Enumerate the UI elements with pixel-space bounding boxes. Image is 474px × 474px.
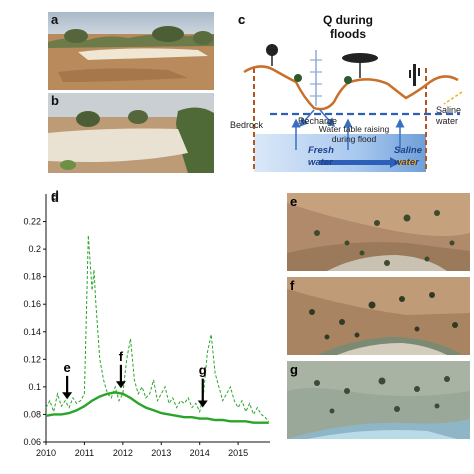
satellite-g-graphic bbox=[287, 361, 470, 439]
x-tick-label: 2011 bbox=[75, 448, 94, 458]
chart-series-layer bbox=[45, 235, 270, 424]
saline-inflow-arrow bbox=[443, 91, 463, 105]
shrub-icon bbox=[294, 74, 352, 84]
saline-label-line2: water bbox=[435, 116, 458, 126]
y-tick-label: 0.1 bbox=[28, 382, 41, 392]
annotation-label-e: e bbox=[64, 360, 71, 375]
ndvi-time-series-chart: d 0.06 0.08 0.1 0.12 0.14 0.16 0.18 0.2 0.22 2010 2… bbox=[23, 190, 270, 458]
saline-water-label-line1: Saline bbox=[394, 145, 423, 156]
x-tick-label: 2013 bbox=[151, 448, 171, 458]
y-tick-label: 0.18 bbox=[23, 272, 41, 282]
photo-flood-riverbed-b bbox=[48, 93, 214, 173]
fresh-flow-bar bbox=[320, 160, 390, 165]
panel-label-a-overlay: a bbox=[51, 12, 59, 27]
annotation-arrowhead bbox=[197, 400, 208, 408]
saline-label-line1: Saline bbox=[436, 105, 461, 115]
satellite-image-f bbox=[287, 277, 470, 355]
y-tick-label: 0.22 bbox=[23, 217, 41, 227]
series-line-dashed bbox=[45, 235, 270, 422]
chart-axes: d 0.06 0.08 0.1 0.12 0.14 0.16 0.18 0.2 0.22 2010 2… bbox=[23, 190, 270, 458]
fresh-water-label-line2: water bbox=[308, 157, 334, 168]
satellite-f-graphic bbox=[287, 277, 470, 355]
panel-label-c-diagram: c bbox=[238, 12, 245, 27]
annotation-arrowhead bbox=[115, 381, 126, 389]
photo-flood-riverbed-a bbox=[48, 12, 214, 90]
panel-label-g: g bbox=[290, 362, 298, 377]
recharge-label: Recharge bbox=[298, 116, 337, 126]
series-line-solid bbox=[45, 391, 269, 424]
x-tick-label: 2012 bbox=[113, 448, 133, 458]
fresh-water-label-line1: Fresh bbox=[308, 145, 334, 156]
y-tick-label: 0.14 bbox=[23, 327, 41, 337]
diagram-flood-recharge: c Q during floods Bedrock Recharge bbox=[230, 12, 463, 172]
y-tick-label: 0.16 bbox=[23, 299, 41, 309]
satellite-image-e bbox=[287, 193, 470, 271]
y-tick-label: 0.06 bbox=[23, 437, 41, 447]
panel-label-d: d bbox=[51, 188, 59, 203]
watertable-label-line1: Water table raising bbox=[319, 124, 390, 134]
saline-flow-bar bbox=[398, 160, 416, 165]
annotation-label-f: f bbox=[119, 349, 124, 364]
x-tick-label: 2015 bbox=[228, 448, 248, 458]
recharge-arrow-left bbox=[299, 109, 315, 128]
satellite-image-g bbox=[287, 361, 470, 439]
land-surface bbox=[243, 65, 459, 111]
x-tick-label: 2010 bbox=[36, 448, 56, 458]
panel-label-c: c bbox=[238, 12, 246, 27]
photo-a-graphic bbox=[48, 12, 214, 90]
tree-icon bbox=[266, 44, 278, 66]
annotation-arrowhead bbox=[62, 392, 73, 400]
y-tick-label: 0.2 bbox=[28, 244, 41, 254]
fresh-flow-arrowhead bbox=[390, 157, 400, 168]
photo-b-graphic bbox=[48, 93, 214, 173]
watertable-label-line2: during flood bbox=[332, 134, 377, 144]
annotation-label-g: g bbox=[199, 363, 207, 378]
saline-water-label-line2: water bbox=[394, 157, 420, 168]
satellite-e-graphic bbox=[287, 193, 470, 271]
panel-label-e: e bbox=[290, 194, 298, 209]
chart-panel-letter-d: d bbox=[51, 190, 59, 205]
x-tick-label: 2014 bbox=[190, 448, 210, 458]
diagram-title-line1: Q during bbox=[323, 13, 373, 27]
y-tick-label: 0.08 bbox=[23, 409, 41, 419]
cactus-icon bbox=[409, 64, 420, 86]
groundwater-body bbox=[254, 134, 426, 172]
bedrock-label: Bedrock bbox=[230, 120, 264, 130]
y-tick-label: 0.12 bbox=[23, 354, 41, 364]
recharge-arrow-right bbox=[319, 109, 335, 128]
acacia-tree-icon bbox=[342, 53, 378, 78]
chart-annotation-layer: e f g bbox=[62, 349, 208, 408]
panel-label-b-overlay: b bbox=[51, 93, 59, 108]
diagram-title-line2: floods bbox=[330, 27, 366, 41]
panel-label-f: f bbox=[290, 278, 295, 293]
